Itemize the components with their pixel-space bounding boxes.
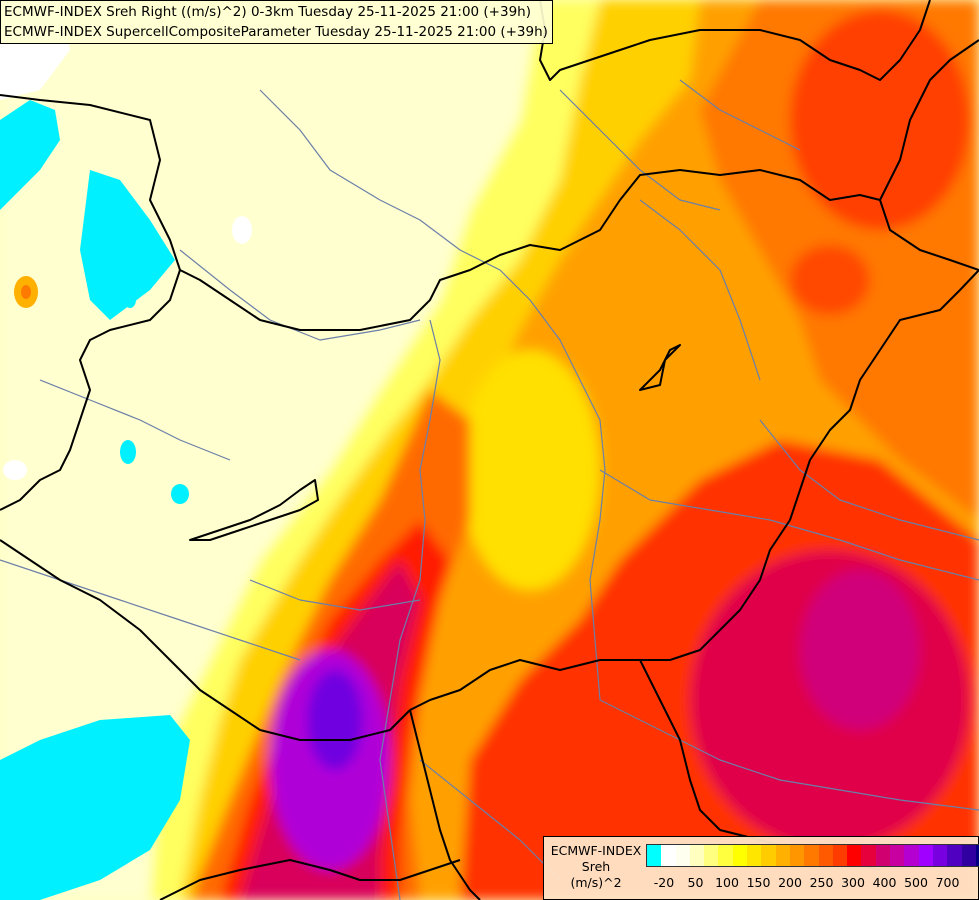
legend-swatch — [904, 845, 919, 866]
legend-swatch — [689, 845, 705, 866]
legend-tick-label: 400 — [872, 875, 897, 890]
river-11 — [39, 379, 231, 461]
legend-swatch — [847, 845, 862, 866]
legend-swatch — [975, 845, 979, 866]
negative-patches — [0, 100, 190, 900]
legend-swatch — [861, 845, 876, 866]
legend-swatch — [932, 845, 948, 866]
legend-swatch — [961, 845, 976, 866]
border-slovak-inner — [639, 344, 681, 391]
river-8 — [259, 89, 381, 201]
field-red-ne-core — [790, 10, 970, 230]
river-13 — [419, 759, 561, 881]
field-yellow-pocket — [460, 350, 600, 590]
legend-swatch — [675, 845, 690, 866]
border-southwest — [0, 539, 411, 741]
legend-swatch — [718, 845, 733, 866]
river-1 — [379, 199, 606, 701]
title-line-sreh: ECMWF-INDEX Sreh Right ((m/s)^2) 0-3km T… — [4, 4, 531, 20]
legend-label-model: ECMWF-INDEX — [550, 843, 642, 858]
cyan-spot-2 — [171, 484, 189, 504]
legend-swatch — [804, 845, 819, 866]
field-violet-core — [307, 670, 363, 770]
legend-swatch — [818, 845, 833, 866]
white-spot-2 — [3, 460, 27, 480]
cyan-patch-west — [80, 170, 175, 320]
map-title: ECMWF-INDEX Sreh Right ((m/s)^2) 0-3km T… — [0, 0, 553, 44]
field-yellow-band — [150, 0, 600, 900]
legend-swatch — [647, 845, 662, 866]
legend-label: ECMWF-INDEX Sreh (m/s)^2 — [548, 843, 644, 891]
cyan-patch-sw — [0, 715, 190, 900]
river-4 — [599, 469, 979, 581]
cyan-spot-3 — [124, 292, 136, 308]
legend-tick-label: 700 — [935, 875, 960, 890]
legend-tick-label: 150 — [746, 875, 771, 890]
legend-label-variable: Sreh — [581, 859, 611, 874]
legend-tick-label: 500 — [904, 875, 928, 890]
border-north — [0, 94, 979, 331]
field-red-e-spot — [790, 245, 870, 315]
legend-swatch — [732, 845, 748, 866]
color-legend: ECMWF-INDEX Sreh (m/s)^2 -20 50 100 150 200 2… — [543, 836, 979, 900]
field-magenta-se — [800, 570, 920, 730]
river-7 — [639, 199, 761, 381]
river-12 — [759, 419, 979, 541]
legend-swatch — [947, 845, 962, 866]
legend-swatch — [704, 845, 719, 866]
legend-tick-labels: -20 50 100 150 200 250 300 400 500 700 — [646, 875, 968, 891]
border-west — [0, 269, 181, 511]
cyan-patch-nw — [0, 100, 60, 210]
legend-swatch — [875, 845, 891, 866]
legend-swatch — [775, 845, 790, 866]
legend-tick-label: 250 — [809, 875, 834, 890]
legend-tick-label: 200 — [778, 875, 802, 890]
river-10 — [0, 559, 301, 661]
legend-tick-label: -20 — [653, 875, 675, 890]
white-spot-1 — [232, 216, 252, 244]
legend-swatch — [832, 845, 848, 866]
legend-tick-label: 50 — [687, 875, 704, 890]
border-north-inner — [539, 0, 931, 81]
legend-swatch — [890, 845, 905, 866]
legend-colorbar — [646, 844, 979, 867]
legend-swatch — [747, 845, 762, 866]
border-lake-outline — [189, 479, 319, 541]
cyan-spot-1 — [120, 440, 136, 464]
legend-swatch — [761, 845, 776, 866]
title-line-scp: ECMWF-INDEX SupercellCompositeParameter … — [4, 24, 548, 40]
river-6 — [249, 579, 421, 611]
legend-swatch — [661, 845, 676, 866]
border-south-1 — [409, 709, 481, 900]
legend-label-unit: (m/s)^2 — [570, 875, 622, 890]
legend-swatch — [918, 845, 933, 866]
border-ne — [879, 39, 979, 201]
legend-tick-label: 100 — [715, 875, 739, 890]
rivers — [0, 79, 979, 900]
legend-swatch — [789, 845, 805, 866]
field-orange-spot-west-core — [21, 285, 31, 299]
legend-tick-label: 300 — [841, 875, 865, 890]
river-14 — [679, 79, 801, 151]
river-3 — [179, 249, 421, 341]
river-5 — [599, 699, 979, 811]
river-2 — [379, 319, 441, 900]
border-hungary-east — [409, 269, 979, 711]
border-south-2 — [159, 859, 461, 900]
river-9 — [559, 89, 721, 211]
